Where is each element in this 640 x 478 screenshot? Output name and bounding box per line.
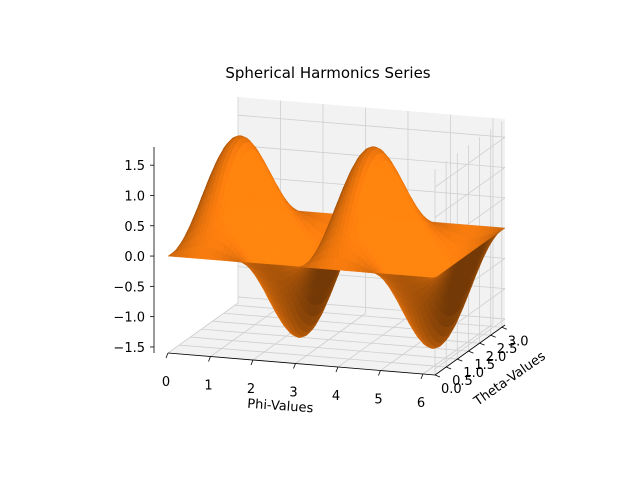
grid-line-x — [167, 302, 239, 354]
y-tick — [457, 358, 463, 362]
surface — [167, 135, 506, 349]
x-tick — [165, 352, 169, 359]
y-tick-label: 0.0 — [441, 382, 462, 397]
grid-line-x — [337, 316, 409, 368]
x-tick-label: 1 — [204, 379, 212, 394]
grid-line-z — [434, 318, 506, 370]
x-tick — [293, 363, 296, 369]
x-axis-line — [167, 352, 436, 376]
z-tick-label: 1.5 — [124, 159, 145, 174]
axis-lines — [150, 147, 507, 380]
z-tick-label: 1.0 — [124, 190, 145, 205]
z-tick-label: −0.5 — [113, 280, 145, 295]
grid-line-x — [295, 313, 366, 364]
x-tick — [208, 356, 211, 362]
x-tick-label: 5 — [374, 393, 382, 408]
y-tick-label: 0.5 — [452, 374, 473, 389]
grid-line-z — [237, 114, 506, 138]
grid-line-y — [201, 328, 469, 352]
y-tick — [501, 326, 507, 330]
y-tick — [468, 350, 474, 354]
z-tick-label: −1.0 — [113, 311, 145, 326]
grid-line-z — [434, 136, 506, 188]
y-axis-line — [434, 324, 506, 376]
x-tick — [250, 359, 254, 366]
chart-title: Spherical Harmonics Series — [225, 64, 430, 82]
x-axis-label: Phi-Values — [247, 397, 314, 417]
x-tick — [335, 366, 339, 373]
y-tick — [479, 342, 485, 346]
surface-patch — [167, 252, 175, 257]
y-tick-label: 2.5 — [497, 342, 518, 357]
x-tick-label: 2 — [247, 382, 255, 397]
grid-line-y — [179, 344, 447, 368]
y-tick-label: 3.0 — [508, 334, 529, 349]
y-tick — [434, 374, 441, 378]
z-tick-label: −1.5 — [113, 341, 145, 356]
y-tick-label: 2.0 — [486, 350, 507, 365]
grid-line-z — [434, 167, 506, 218]
y-tick — [445, 366, 452, 370]
grid-line-y — [190, 336, 458, 360]
y-tick — [490, 334, 496, 338]
grid-line-x — [210, 306, 281, 357]
x-tick-label: 4 — [332, 389, 340, 404]
x-tick — [378, 370, 381, 376]
z-tick-label: 0.5 — [124, 220, 145, 235]
x-tick-label: 6 — [417, 396, 425, 411]
tick-labels: 0 1 2 3 4 5 60.00.51.01.52.02.53.0−1.5−1.0−0.5… — [113, 159, 528, 411]
x-tick — [420, 373, 424, 380]
x-tick-label: 0 — [162, 375, 170, 390]
z-tick-label: 0.0 — [124, 250, 145, 265]
x-tick-label: 3 — [289, 386, 297, 401]
y-tick-label: 1.5 — [474, 358, 495, 373]
y-tick-label: 1.0 — [463, 366, 484, 381]
